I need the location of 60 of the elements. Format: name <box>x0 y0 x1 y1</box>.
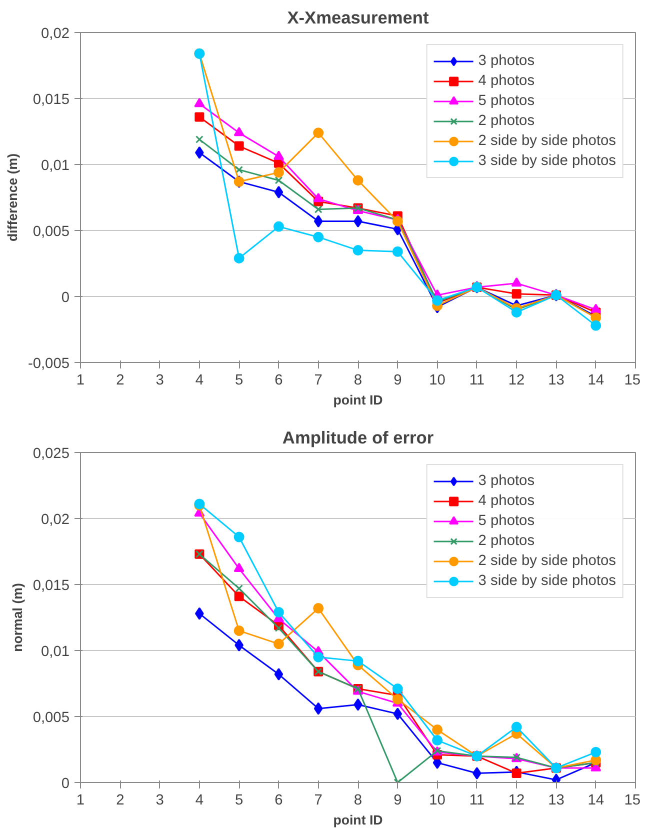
x-tick-label: 6 <box>274 792 283 808</box>
x-tick-label: 7 <box>314 792 322 808</box>
legend-label: 3 photos <box>478 53 535 69</box>
x-tick-label: 5 <box>234 792 244 808</box>
x-axis-title: point ID <box>333 392 384 408</box>
x-tick-label: 8 <box>354 372 362 388</box>
legend-label: 2 photos <box>478 113 535 129</box>
x-tick-label: 11 <box>469 792 485 808</box>
chart-title: X-Xmeasurement <box>287 8 430 28</box>
x-tick-label: 9 <box>394 372 402 388</box>
y-tick-label: 0,01 <box>40 158 70 174</box>
y-tick-label: -0,005 <box>28 356 70 372</box>
legend-label: 3 side by side photos <box>478 573 616 589</box>
legend-label: 4 photos <box>478 73 535 89</box>
legend-label: 5 photos <box>478 93 535 109</box>
x-tick-label: 10 <box>429 372 446 388</box>
y-tick-label: 0,02 <box>40 512 70 528</box>
x-tick-label: 8 <box>354 792 362 808</box>
legend-label: 2 side by side photos <box>478 553 616 569</box>
legend-label: 2 side by side photos <box>478 133 616 149</box>
x-tick-label: 1 <box>76 792 85 808</box>
legend-label: 3 photos <box>478 473 535 489</box>
y-tick-label: 0,005 <box>32 224 70 240</box>
x-tick-label: 4 <box>195 792 204 808</box>
x-tick-label: 7 <box>314 372 322 388</box>
y-tick-label: 0,015 <box>32 578 70 594</box>
y-tick-label: 0,015 <box>32 92 70 108</box>
x-tick-label: 12 <box>508 792 525 808</box>
legend-label: 3 side by side photos <box>478 153 616 169</box>
legend-label: 5 photos <box>478 513 535 529</box>
x-tick-label: 2 <box>116 792 124 808</box>
x-tick-label: 15 <box>624 372 641 388</box>
x-tick-label: 11 <box>469 372 485 388</box>
x-tick-label: 6 <box>274 372 283 388</box>
y-tick-label: 0,005 <box>32 710 70 726</box>
x-axis-title: point ID <box>333 812 384 828</box>
x-tick-label: 9 <box>394 792 402 808</box>
legend-label: 4 photos <box>478 493 535 509</box>
x-tick-label: 13 <box>548 792 564 808</box>
x-tick-label: 1 <box>76 372 85 388</box>
y-tick-label: 0 <box>61 290 70 306</box>
x-tick-label: 13 <box>548 372 564 388</box>
x-tick-label: 2 <box>116 372 124 388</box>
x-tick-label: 14 <box>588 792 604 808</box>
x-tick-label: 3 <box>156 792 164 808</box>
x-tick-label: 15 <box>624 792 641 808</box>
y-axis-title: difference (m) <box>4 153 20 242</box>
legend-label: 2 photos <box>478 533 535 549</box>
x-tick-label: 12 <box>508 372 525 388</box>
x-tick-label: 5 <box>234 372 244 388</box>
y-tick-label: 0,02 <box>40 26 70 42</box>
y-tick-label: 0 <box>61 776 70 792</box>
chart-title: Amplitude of error <box>282 428 434 448</box>
y-tick-label: 0,01 <box>40 644 70 660</box>
x-tick-label: 14 <box>588 372 604 388</box>
x-tick-label: 3 <box>156 372 164 388</box>
y-axis-title: normal (m) <box>10 583 25 652</box>
x-tick-label: 10 <box>429 792 446 808</box>
x-tick-label: 4 <box>195 372 204 388</box>
y-tick-label: 0,025 <box>32 446 70 462</box>
